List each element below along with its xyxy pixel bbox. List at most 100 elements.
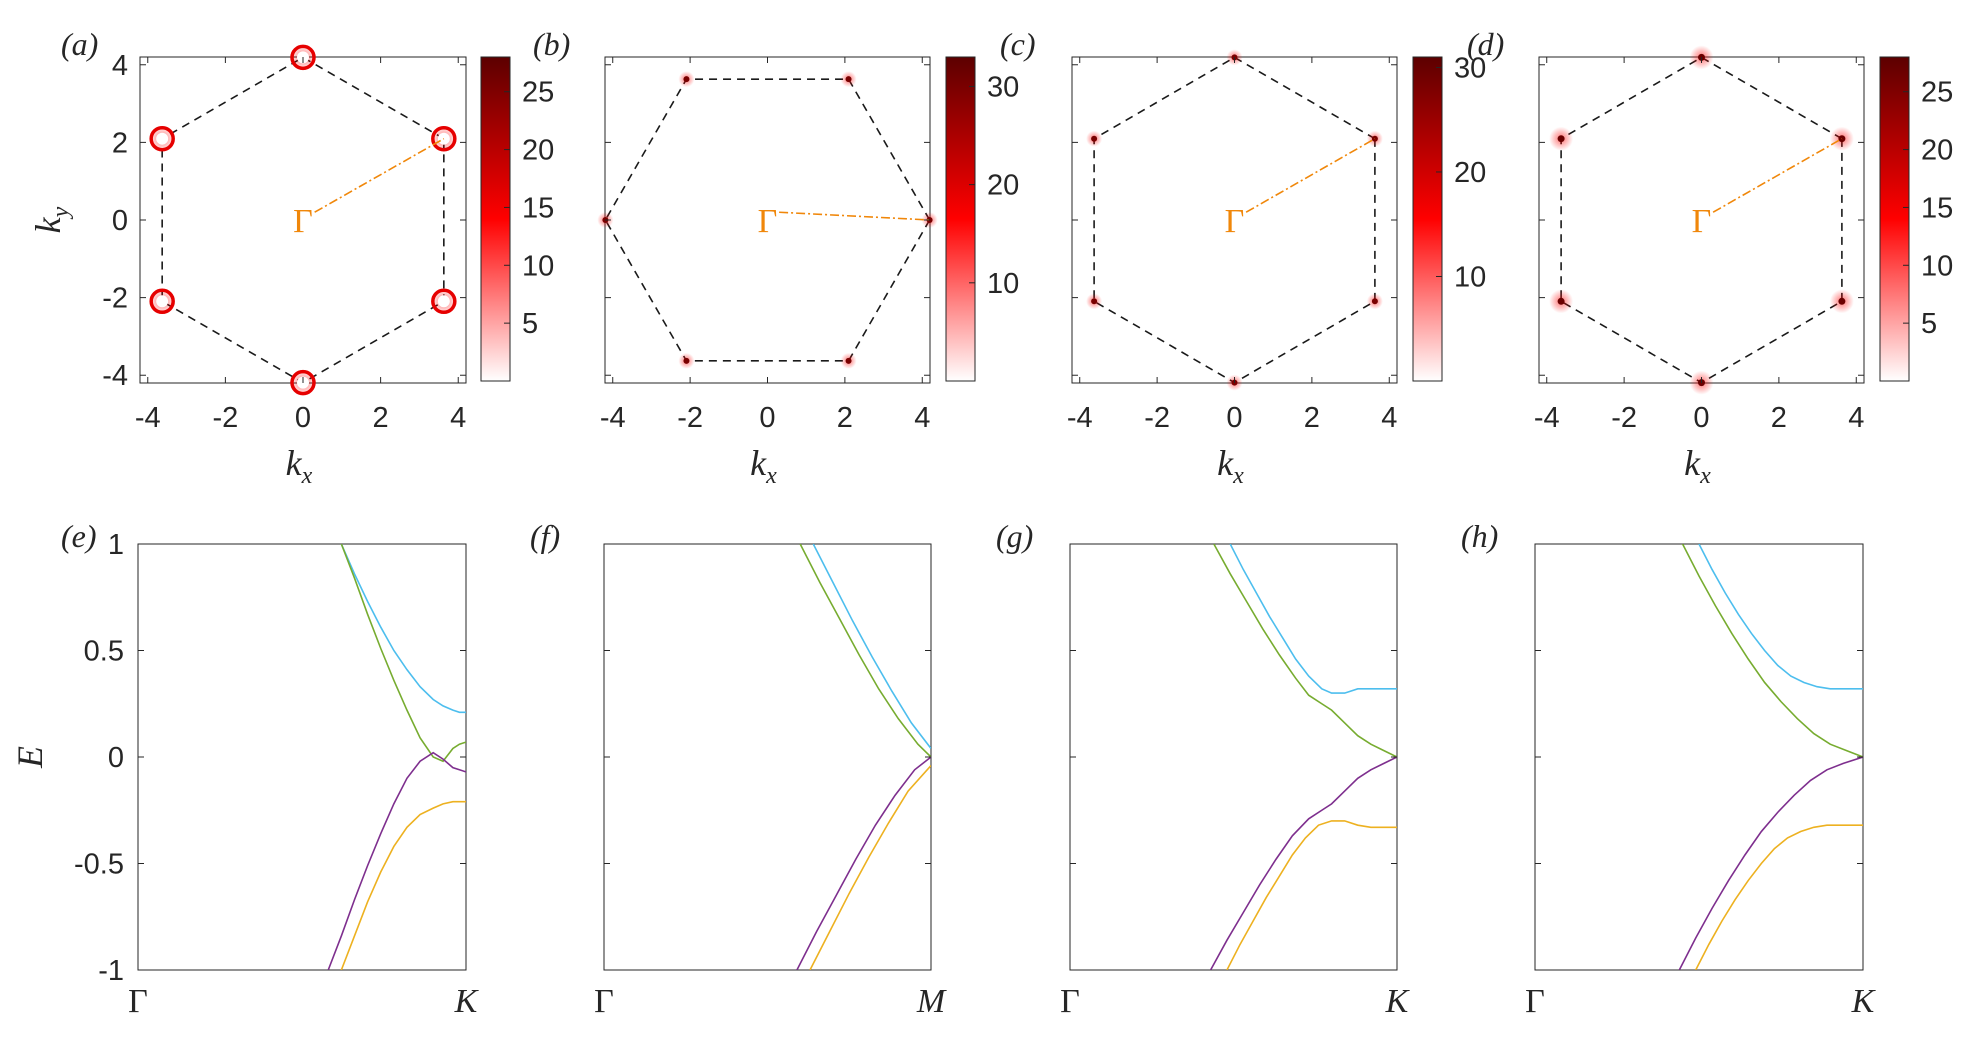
gamma-path-line bbox=[779, 211, 930, 221]
intensity-peak bbox=[1371, 298, 1378, 305]
gamma-point-label: Γ bbox=[1225, 203, 1245, 240]
plot-area bbox=[1538, 56, 1865, 384]
gamma-path-line bbox=[1712, 137, 1843, 213]
intensity-ring bbox=[431, 125, 457, 152]
x-tick-label: 2 bbox=[837, 402, 853, 434]
x-tick-label: 4 bbox=[914, 402, 930, 434]
x-tick-label: -4 bbox=[135, 402, 161, 434]
x-axis-label: kx bbox=[1217, 443, 1244, 489]
x-tick-label: 4 bbox=[1381, 402, 1397, 434]
band-line bbox=[1695, 824, 1863, 970]
y-axis-label: E bbox=[10, 746, 50, 769]
intensity-hole bbox=[437, 295, 450, 308]
x-tick-label: 0 bbox=[1226, 402, 1242, 434]
band-line bbox=[796, 756, 931, 970]
colorbar-tick-label: 10 bbox=[987, 268, 1019, 300]
panel-label: (c) bbox=[1000, 26, 1036, 62]
colorbar bbox=[945, 56, 976, 382]
intensity-peak bbox=[1091, 298, 1098, 305]
panel-label: (h) bbox=[1461, 518, 1498, 554]
band-line bbox=[1226, 820, 1397, 970]
band-panel-e: 1 0.5 0 -0.5 -1Γ K E (e) bbox=[10, 518, 480, 1020]
band-line bbox=[340, 800, 466, 970]
band-line bbox=[812, 544, 931, 749]
intensity-ring bbox=[149, 125, 175, 152]
panel-label: (a) bbox=[61, 26, 98, 62]
band-line bbox=[1678, 756, 1863, 970]
x-axis-label: kx bbox=[286, 443, 313, 489]
colorbar-tick-label: 10 bbox=[1454, 261, 1486, 293]
intensity-hole bbox=[156, 132, 169, 145]
x-tick-label: -4 bbox=[1534, 402, 1560, 434]
band-line bbox=[340, 544, 466, 714]
intensity-ring bbox=[290, 369, 316, 396]
colorbar-tick-label: 10 bbox=[522, 250, 554, 282]
intensity-ring bbox=[290, 44, 316, 71]
y-tick-label: -1 bbox=[98, 955, 124, 987]
plot-area bbox=[1534, 543, 1864, 971]
x-tick-label: -4 bbox=[1067, 402, 1093, 434]
colorbar bbox=[1412, 56, 1443, 382]
x-end-label: M bbox=[916, 983, 947, 1020]
colorbar-tick-label: 25 bbox=[1921, 77, 1953, 109]
x-tick-label: 4 bbox=[450, 402, 466, 434]
gamma-path-line bbox=[1245, 137, 1376, 213]
colorbar bbox=[1879, 56, 1910, 382]
panel-label: (b) bbox=[533, 26, 570, 62]
intensity-peak bbox=[683, 357, 690, 364]
band-line bbox=[1681, 544, 1863, 758]
x-tick-label: 2 bbox=[1304, 402, 1320, 434]
colorbar-tick-label: 15 bbox=[1921, 192, 1953, 224]
intensity-hole bbox=[156, 295, 169, 308]
gamma-point-label: Γ bbox=[293, 203, 313, 240]
y-tick-label: 2 bbox=[112, 127, 128, 159]
colorbar-tick-label: 20 bbox=[1921, 135, 1953, 167]
x-tick-label: -2 bbox=[212, 402, 238, 434]
gamma-point-label: Γ bbox=[758, 203, 778, 240]
intensity-peak bbox=[683, 76, 690, 83]
x-tick-label: -2 bbox=[1611, 402, 1637, 434]
panel-label: (f) bbox=[530, 518, 560, 554]
colorbar-tick-label: 30 bbox=[1454, 52, 1486, 84]
heatmap-panel-d: Γ -4 -2 0 2 4 kx (d) 25 20 15 10 5 bbox=[1467, 26, 1953, 489]
x-tick-label: 2 bbox=[373, 402, 389, 434]
plot-area bbox=[603, 543, 932, 971]
x-start-label: Γ bbox=[1060, 983, 1080, 1020]
intensity-peak bbox=[845, 357, 852, 364]
y-tick-label: 4 bbox=[112, 50, 128, 82]
x-tick-label: 4 bbox=[1848, 402, 1864, 434]
band-line bbox=[1209, 756, 1397, 970]
band-panel-f: Γ M (f) bbox=[530, 518, 947, 1020]
plot-area bbox=[139, 56, 467, 384]
y-tick-label: 0 bbox=[108, 742, 124, 774]
band-line bbox=[1213, 544, 1397, 758]
x-tick-label: -2 bbox=[1144, 402, 1170, 434]
x-start-label: Γ bbox=[1525, 983, 1545, 1020]
x-end-label: K bbox=[1385, 983, 1411, 1020]
y-axis-label: ky bbox=[28, 206, 74, 233]
panel-label: (e) bbox=[61, 518, 97, 554]
gamma-path-line bbox=[314, 137, 445, 213]
y-tick-label: 1 bbox=[108, 529, 124, 561]
heatmap-panel-c: Γ -4 -2 0 2 4 kx (c) 30 20 10 bbox=[1000, 26, 1486, 489]
colorbar-tick-label: 25 bbox=[522, 77, 554, 109]
band-panel-h: Γ K (h) bbox=[1461, 518, 1877, 1020]
intensity-ring bbox=[149, 288, 175, 315]
heatmap-panel-b: Γ -4 -2 0 2 4 kx (b) 30 20 10 bbox=[533, 26, 1019, 489]
colorbar-tick-label: 20 bbox=[522, 135, 554, 167]
x-end-label: K bbox=[1851, 983, 1877, 1020]
x-tick-label: 0 bbox=[759, 402, 775, 434]
x-tick-label: -2 bbox=[677, 402, 703, 434]
gamma-point-label: Γ bbox=[1692, 203, 1712, 240]
panel-label: (g) bbox=[996, 518, 1033, 554]
x-start-label: Γ bbox=[594, 983, 614, 1020]
x-axis-label: kx bbox=[750, 443, 777, 489]
band-line bbox=[1698, 544, 1863, 690]
panel-label: (d) bbox=[1467, 26, 1504, 62]
x-start-label: Γ bbox=[128, 983, 148, 1020]
y-tick-label: 0.5 bbox=[84, 636, 124, 668]
band-line bbox=[327, 751, 466, 970]
intensity-peak bbox=[845, 76, 852, 83]
